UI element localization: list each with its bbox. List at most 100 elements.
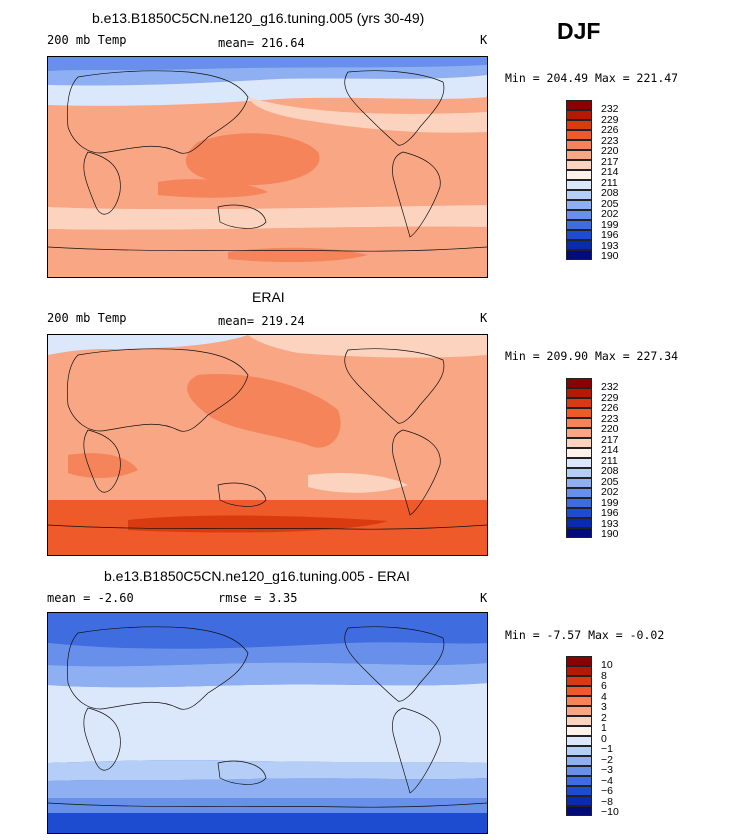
panel3-tick: 6 [601,680,607,692]
panel1-tick: 211 [601,176,618,189]
colorbar-cell [566,675,592,686]
panel1-tick: 214 [601,166,619,178]
panel2-tick: 196 [601,507,619,519]
panel2-tick: 211 [601,454,618,467]
colorbar-cell [566,249,592,260]
panel2-tick: 190 [601,528,619,540]
panel3-tick: −10 [601,806,619,818]
panel3-tick: −1 [601,743,613,755]
panel2-map [47,334,488,556]
panel3-tick: 1 [601,722,607,734]
colorbar-cell [566,229,592,240]
colorbar-cell [566,507,592,518]
panel3-rmse: rmse = 3.35 [218,591,298,605]
colorbar-cell [566,179,592,190]
season-label: DJF [557,18,601,44]
colorbar-cell [566,169,592,180]
colorbar-cell [566,497,592,508]
panel1-tick: 199 [601,218,619,231]
panel3-title: b.e13.B1850C5CN.ne120_g16.tuning.005 - E… [104,568,410,584]
colorbar-cell [566,745,592,756]
panel3-tick: −6 [601,785,613,797]
panel3-tick: −4 [601,774,613,787]
panel1-tick: 193 [601,239,619,252]
colorbar-cell [566,705,592,716]
colorbar-cell [566,805,592,816]
panel1-tick: 205 [601,197,619,210]
panel2-mean: mean= 219.24 [218,314,305,328]
colorbar-cell [566,655,592,666]
colorbar-cell [566,199,592,210]
panel2-tick: 223 [601,412,619,425]
colorbar-cell [566,487,592,498]
colorbar-cell [566,209,592,220]
panel2-tick: 214 [601,444,619,456]
panel2-tick: 208 [601,465,619,477]
colorbar-cell [566,517,592,528]
panel1-variable: 200 mb Temp [47,33,127,47]
panel3-colorbar [566,655,592,816]
panel3-tick: 3 [601,701,607,713]
panel3-min-max: Min = -7.57 Max = -0.02 [505,628,665,642]
panel1-tick: 229 [601,113,619,126]
colorbar-cell [566,785,592,796]
colorbar-cell [566,765,592,776]
panel3-tick: 0 [601,732,607,745]
colorbar-cell [566,119,592,130]
panel2-variable: 200 mb Temp [47,311,127,325]
panel3-tick: 2 [601,711,607,724]
panel2-tick: 217 [601,433,619,446]
panel2-tick: 199 [601,496,619,509]
colorbar-cell [566,685,592,696]
panel3-tick: 8 [601,669,607,682]
colorbar-cell [566,725,592,736]
panel3-mean: mean = -2.60 [47,591,134,605]
panel2-tick: 205 [601,475,619,488]
panel3-units: K [480,591,488,605]
colorbar-cell [566,527,592,538]
colorbar-cell [566,149,592,160]
panel2-tick: 232 [601,381,619,393]
colorbar-cell [566,447,592,458]
panel3-tick: 10 [601,659,613,671]
panel1-units: K [480,33,488,47]
panel1-tick: 208 [601,187,619,199]
panel2-colorbar [566,377,592,538]
colorbar-cell [566,775,592,786]
colorbar-cell [566,387,592,398]
colorbar-cell [566,467,592,478]
panel3-tick: −8 [601,795,613,808]
panel1-tick: 190 [601,250,619,262]
panel3-tick: −2 [601,753,613,766]
colorbar-cell [566,735,592,746]
panel1-tick: 196 [601,229,619,241]
colorbar-cell [566,477,592,488]
panel1-tick: 223 [601,134,619,147]
panel1-title: b.e13.B1850C5CN.ne120_g16.tuning.005 (yr… [92,10,425,26]
colorbar-cell [566,129,592,140]
colorbar-cell [566,417,592,428]
panel1-tick: 202 [601,208,619,220]
colorbar-cell [566,695,592,706]
colorbar-cell [566,795,592,806]
colorbar-cell [566,397,592,408]
colorbar-cell [566,99,592,110]
colorbar-cell [566,715,592,726]
colorbar-cell [566,219,592,230]
panel2-tick: 202 [601,486,619,498]
panel2-tick: 193 [601,517,619,530]
colorbar-cell [566,437,592,448]
panel2-min-max: Min = 209.90 Max = 227.34 [505,349,679,363]
colorbar-cell [566,457,592,468]
panel1-map [47,56,488,278]
colorbar-cell [566,109,592,120]
colorbar-cell [566,427,592,438]
panel2-tick: 229 [601,391,619,404]
colorbar-cell [566,407,592,418]
panel1-min-max: Min = 204.49 Max = 221.47 [505,71,679,85]
colorbar-cell [566,139,592,150]
panel1-tick: 226 [601,124,619,136]
panel1-tick: 232 [601,103,619,115]
panel2-tick: 220 [601,423,619,435]
colorbar-cell [566,189,592,200]
